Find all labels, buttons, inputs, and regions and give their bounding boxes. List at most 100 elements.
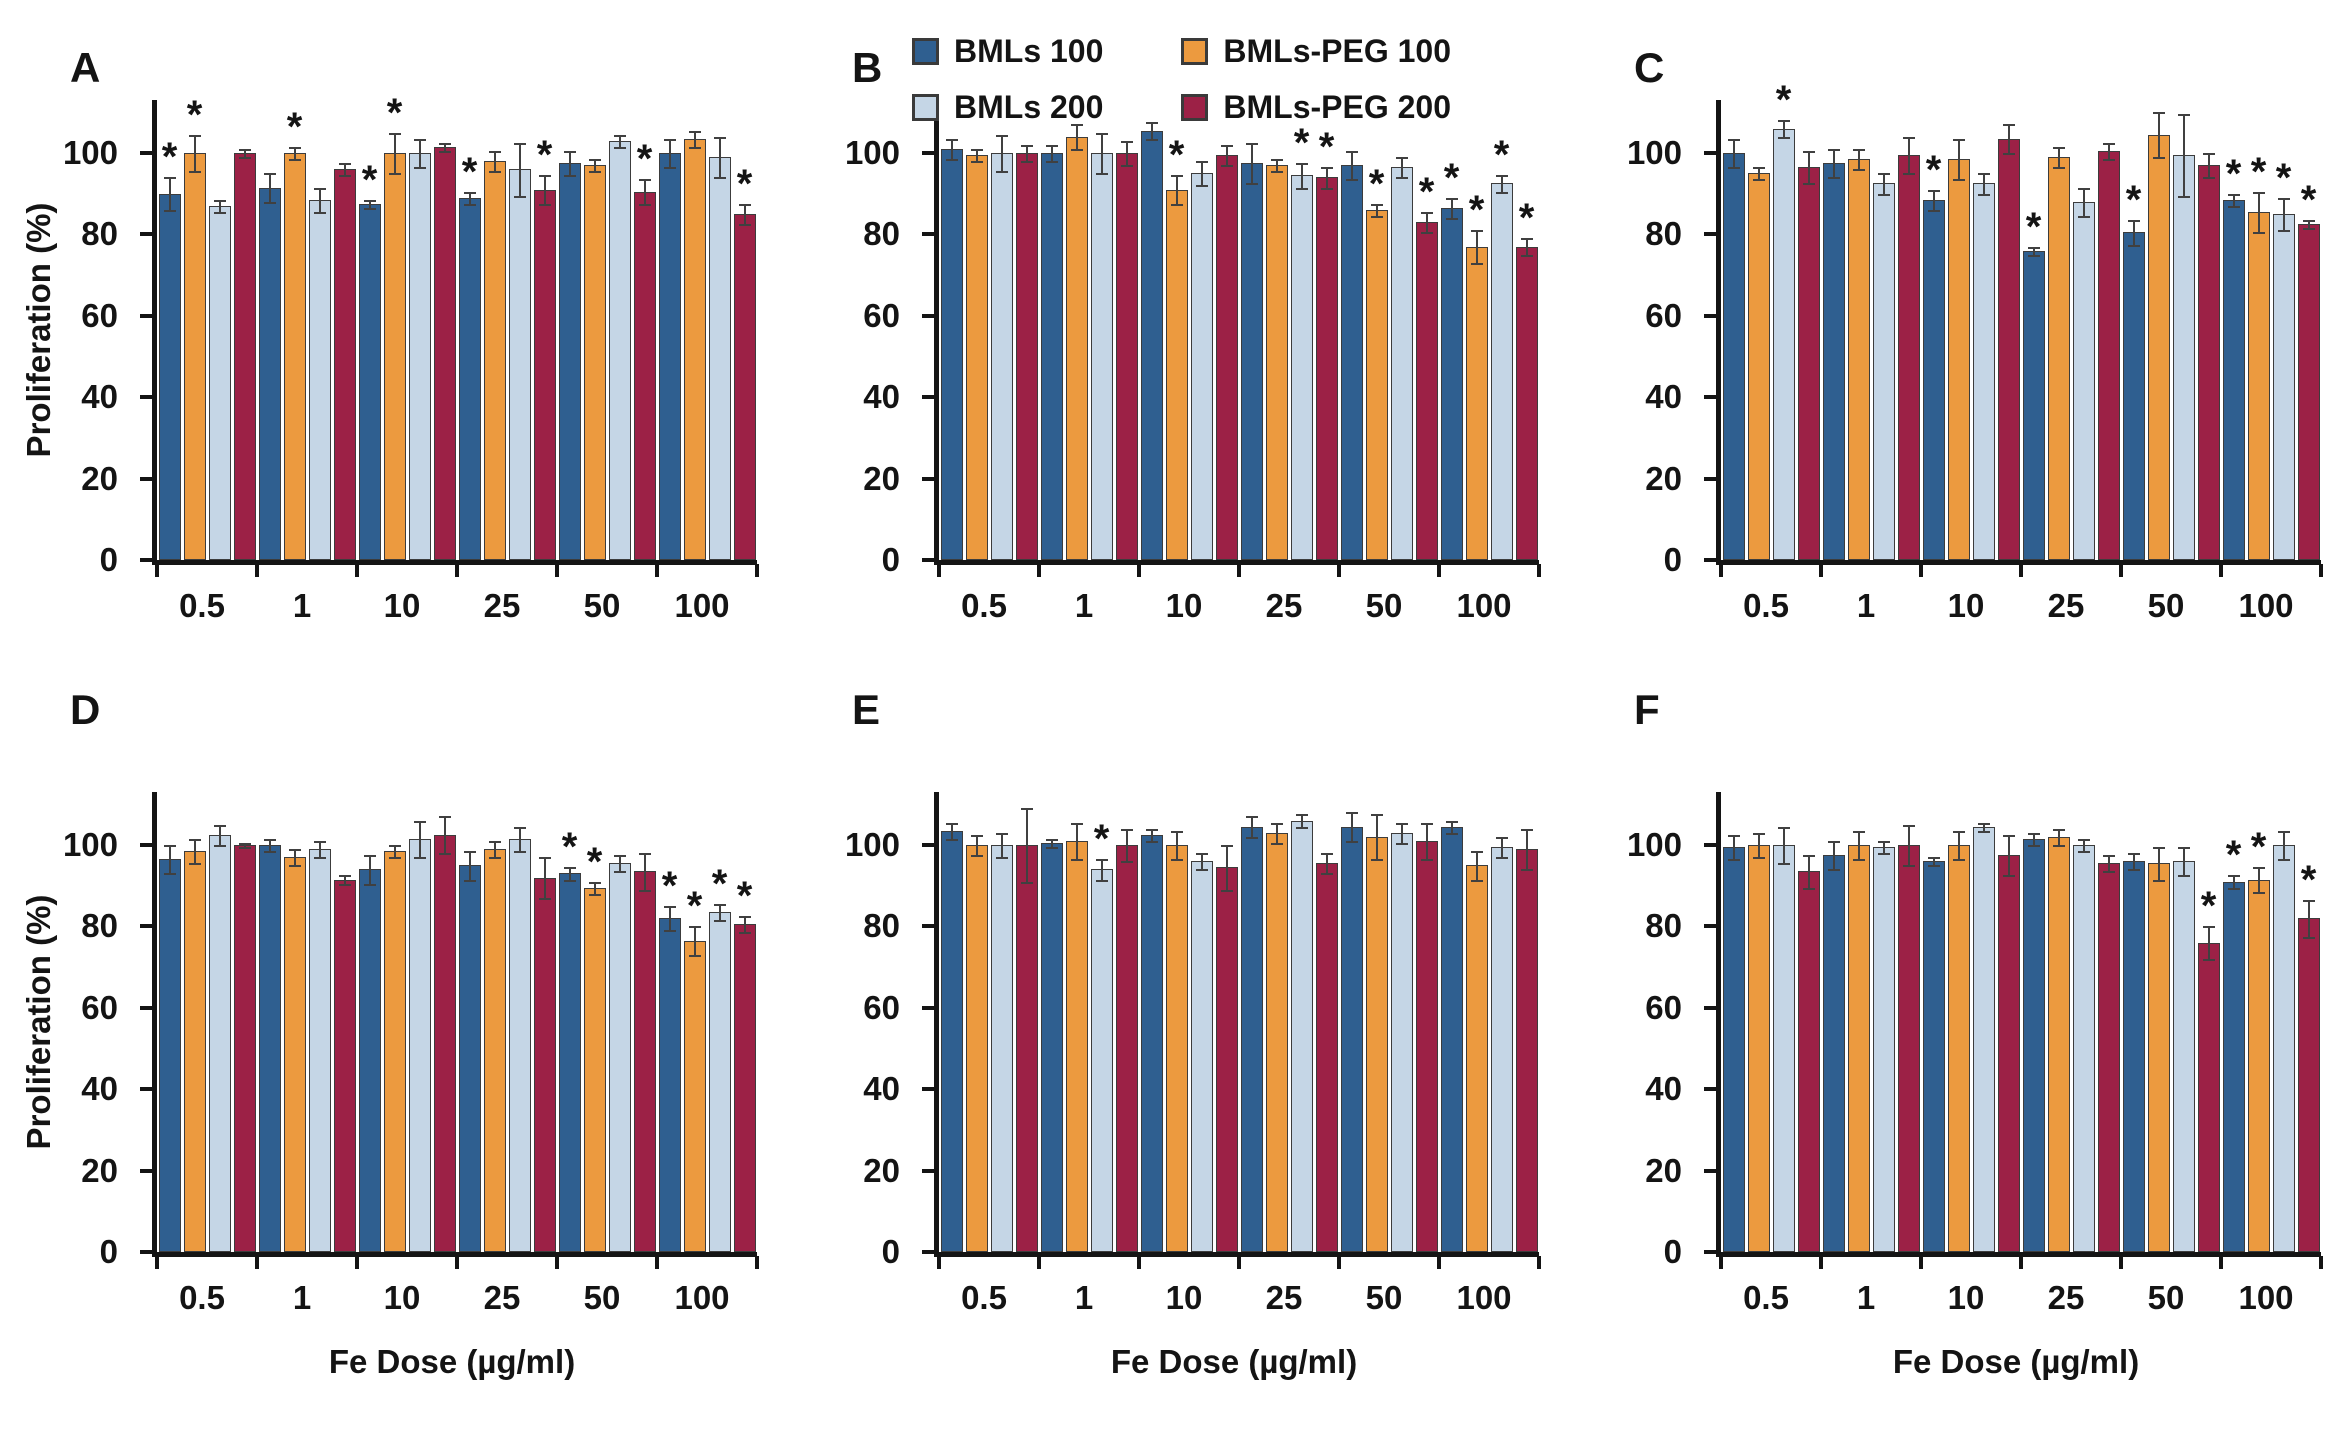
error-bar-cap-bottom: [1827, 177, 1840, 180]
error-bar-line: [593, 882, 596, 895]
y-tick-mark: [140, 1168, 157, 1173]
error-bar-cap-bottom: [1495, 857, 1508, 860]
error-bar-cap-bottom: [438, 150, 451, 153]
significance-asterisk: *: [736, 161, 753, 206]
error-bar-cap-top: [1270, 159, 1283, 162]
y-tick-label: 0: [1663, 541, 1682, 578]
error-bar-line: [950, 823, 953, 840]
error-bar-cap-top: [1877, 173, 1890, 176]
error-bar-line: [2232, 876, 2235, 889]
error-bar-line: [1325, 854, 1328, 875]
error-bar-cap-top: [2002, 834, 2015, 837]
bar-bmls-100-50: [1340, 150, 1363, 560]
y-tick-label: 60: [81, 296, 118, 334]
error-bar-line: [1150, 123, 1153, 140]
error-bar-cap-bottom: [1245, 183, 1258, 186]
x-tick-labels: 0.5 1 10 25 50 100: [1716, 587, 2316, 625]
x-tick-label: 1: [1074, 587, 1094, 624]
bar-bmls-peg-200-0.5: [233, 148, 256, 560]
error-bar-cap-bottom: [2202, 177, 2215, 180]
bar-group-1: *: [1039, 792, 1139, 1252]
error-bar-cap-top: [1345, 150, 1358, 153]
bar-bmls-peg-200-100: *: [733, 162, 756, 560]
error-bar-cap-top: [2102, 855, 2115, 858]
x-tick-label: 0.5: [961, 587, 1007, 624]
error-bar-line: [668, 139, 671, 169]
error-bar-cap-bottom: [513, 195, 526, 198]
error-bar-cap-top: [1877, 840, 1890, 843]
error-bar-cap-top: [1145, 122, 1158, 125]
error-bar-cap-bottom: [2152, 156, 2165, 159]
bar-group-0.5: [1721, 792, 1821, 1252]
error-bar-cap-bottom: [2252, 232, 2265, 235]
x-tick-mark: [2219, 564, 2223, 577]
error-bar-line: [1025, 145, 1028, 163]
significance-asterisk: *: [2025, 204, 2042, 249]
panel-d-axisbox: Proliferation (%) 0 20 40 60 80 100 * * * * * * 0.…: [20, 792, 759, 1383]
error-bar-line: [468, 192, 471, 205]
y-tick-mark: [1704, 1250, 1721, 1254]
bar-bmls-peg-200-10: [1997, 124, 2020, 560]
error-bar-cap-bottom: [945, 838, 958, 841]
error-bar-cap-bottom: [2227, 887, 2240, 890]
error-bar-line: [2182, 847, 2185, 877]
error-bar-cap-bottom: [2227, 205, 2240, 208]
bar-bmls-peg-100-50: [583, 159, 606, 560]
y-tick-label: 20: [1645, 1151, 1682, 1189]
error-bar-line: [243, 149, 246, 158]
bar-bmls-peg-200-100: *: [1515, 196, 1538, 560]
error-bar-cap-bottom: [488, 857, 501, 860]
y-tick-mark: [1704, 1168, 1721, 1173]
x-tick-mark: [455, 1256, 459, 1269]
error-bar-cap-bottom: [238, 156, 251, 159]
legend-swatch-bmls-peg-100: [1181, 37, 1209, 65]
bar-bmls-200-1: [1872, 173, 1895, 560]
x-tick-mark: [2319, 564, 2323, 577]
x-tick-label: 50: [2147, 587, 2185, 624]
bar-bmls-peg-200-50: [633, 853, 656, 1252]
bar-bmls-peg-100-10: [1947, 830, 1970, 1252]
y-tick-mark: [922, 558, 939, 562]
error-bar-cap-top: [2277, 830, 2290, 833]
bar-group-10: [1921, 792, 2021, 1252]
error-bar-cap-bottom: [713, 177, 726, 180]
y-tick-mark: [140, 1005, 157, 1010]
error-bar-cap-top: [970, 148, 983, 151]
bar-bmls-peg-200-10: [1997, 834, 2020, 1252]
bar-bmls-200-25: [2072, 187, 2095, 560]
error-bar-line: [1907, 825, 1910, 867]
error-bar-line: [1250, 143, 1253, 185]
y-tick-label: 60: [1645, 296, 1682, 334]
bar-group-100: * * * *: [657, 792, 757, 1252]
error-bar-cap-bottom: [1120, 861, 1133, 864]
error-bar-line: [1475, 852, 1478, 881]
error-bar-cap-top: [1020, 144, 1033, 147]
error-bar-cap-bottom: [363, 207, 376, 210]
error-bar-cap-top: [1195, 161, 1208, 164]
bar-bmls-peg-200-1: [1897, 824, 1920, 1252]
x-tick-label: 100: [1456, 587, 1512, 624]
panel-d: D Proliferation (%) 0 20 40 60 80 100 * * * * * * …: [0, 660, 782, 1446]
error-bar-line: [1300, 164, 1303, 189]
error-bar-line: [393, 845, 396, 859]
error-bar-cap-top: [1120, 140, 1133, 143]
error-bar-cap-top: [463, 191, 476, 194]
error-bar-line: [393, 133, 396, 175]
error-bar-cap-bottom: [338, 175, 351, 178]
error-bar-cap-bottom: [1320, 187, 1333, 190]
error-bar-line: [568, 151, 571, 177]
bar-group-10: *: [1139, 100, 1239, 560]
error-bar-cap-top: [2227, 193, 2240, 196]
error-bar-line: [2007, 125, 2010, 154]
error-bar-cap-top: [1445, 820, 1458, 823]
panel-a-letter: A: [70, 44, 101, 91]
error-bar-line: [218, 825, 221, 846]
y-tick-mark: [140, 1087, 157, 1092]
panel-e-axisbox: 0 20 40 60 80 100 * 0.5 1 10 25 50 100 Fe Dose (µg…: [845, 792, 1541, 1383]
bar-bmls-200-10: [408, 138, 431, 560]
error-bar-cap-top: [1802, 150, 1815, 153]
error-bar-cap-top: [1020, 808, 1033, 811]
error-bar-line: [543, 176, 546, 205]
bar-group-25: *: [2021, 100, 2121, 560]
error-bar-cap-top: [1470, 230, 1483, 233]
